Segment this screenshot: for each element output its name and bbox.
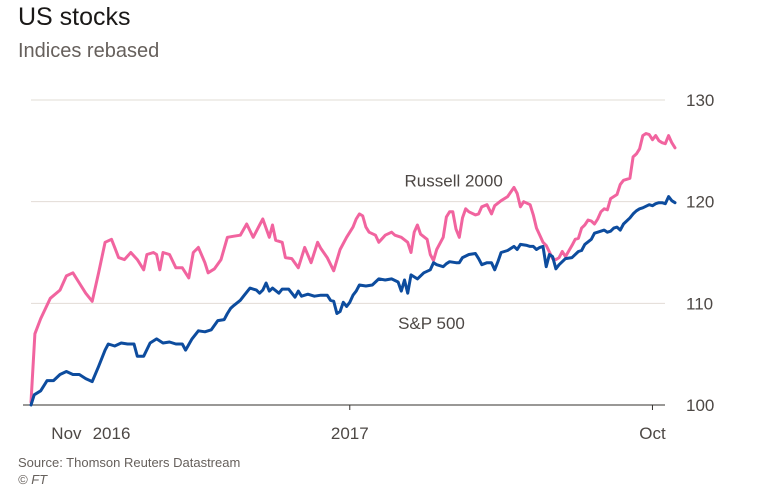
x-tick-label-1: 2016 bbox=[93, 424, 131, 443]
chart-subtitle: Indices rebased bbox=[18, 40, 160, 62]
y-tick-120: 120 bbox=[686, 193, 714, 212]
series-labels: Russell 2000 S&P 500 bbox=[398, 171, 503, 332]
x-tick-label-0: Nov bbox=[51, 424, 82, 443]
source-note: Source: Thomson Reuters Datastream bbox=[18, 455, 241, 470]
series-line-s-p-500 bbox=[29, 195, 677, 407]
y-tick-110: 110 bbox=[686, 294, 713, 313]
grid-layer: 100 110 120 130 bbox=[31, 91, 714, 415]
x-tick-label-2: 2017 bbox=[331, 424, 369, 443]
y-tick-130: 130 bbox=[686, 91, 714, 110]
series-label-russell-2000: Russell 2000 bbox=[405, 171, 503, 190]
chart-area: 100 110 120 130 Nov 2016 2017 Oct Russell 2000… bbox=[23, 91, 714, 443]
series-layer bbox=[29, 132, 677, 407]
x-tick-label-3: Oct bbox=[639, 424, 666, 443]
chart-title: US stocks bbox=[18, 3, 131, 31]
series-label-s-p-500: S&P 500 bbox=[398, 314, 465, 333]
ft-credit: © FT bbox=[18, 472, 48, 487]
series-line-russell-2000 bbox=[29, 132, 677, 404]
x-axis: Nov 2016 2017 Oct bbox=[23, 404, 666, 443]
y-tick-100: 100 bbox=[686, 396, 714, 415]
